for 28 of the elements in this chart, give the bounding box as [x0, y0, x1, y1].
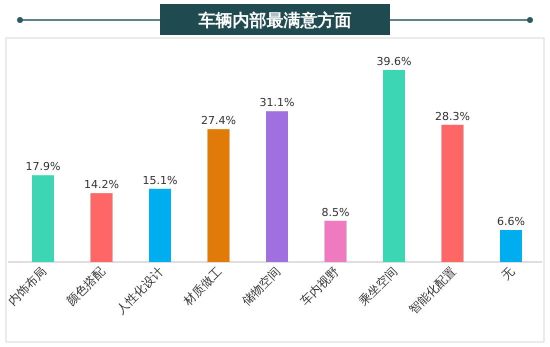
x-tick-label: 内饰布局 — [5, 264, 50, 308]
data-label: 28.3% — [435, 110, 470, 123]
data-label: 27.4% — [201, 114, 236, 128]
bar — [32, 175, 54, 262]
x-tick-label: 无 — [498, 264, 518, 283]
x-tick-label: 材质做工 — [180, 264, 225, 309]
x-tick-label: 智能化配置 — [406, 264, 459, 317]
data-label: 17.9% — [26, 160, 60, 174]
bar — [266, 111, 288, 262]
bar — [149, 188, 171, 262]
x-tick-label: 储物空间 — [239, 264, 284, 308]
data-label: 39.6% — [376, 55, 412, 68]
chart-title: 车辆内部最满意方面 — [198, 11, 352, 31]
bar — [383, 70, 405, 262]
bar — [442, 124, 464, 262]
data-label: 15.1% — [142, 174, 178, 187]
x-tick-label: 人性化设计 — [114, 264, 166, 317]
x-tick-label: 颜色搭配 — [64, 264, 108, 308]
data-label: 8.5% — [322, 206, 350, 219]
data-label: 14.2% — [84, 178, 119, 192]
data-label: 31.1% — [260, 96, 294, 110]
data-label: 6.6% — [497, 215, 525, 228]
bar — [500, 230, 522, 262]
x-tick-label: 车内视野 — [298, 264, 342, 308]
bar — [90, 193, 112, 262]
x-tick-label: 乘坐空间 — [356, 264, 400, 308]
bar — [324, 220, 346, 262]
bar — [208, 129, 230, 262]
